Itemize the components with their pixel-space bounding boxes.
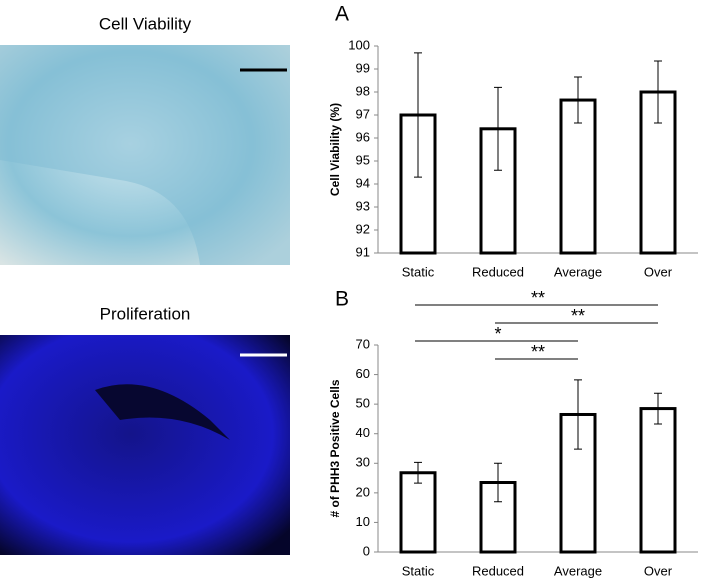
y-tick-label: 98 bbox=[356, 83, 370, 98]
y-tick-label: 60 bbox=[356, 366, 370, 381]
x-tick-label: Static bbox=[402, 563, 435, 578]
tissue bbox=[95, 384, 230, 440]
significance-label: * bbox=[494, 324, 501, 344]
error-bar bbox=[494, 462, 502, 503]
x-tick-label: Over bbox=[644, 264, 673, 279]
bar bbox=[639, 407, 677, 554]
x-tick-label: Reduced bbox=[472, 264, 524, 279]
error-bar bbox=[654, 392, 662, 425]
x-tick-label: Over bbox=[644, 563, 673, 578]
bar bbox=[399, 471, 437, 554]
y-tick-label: 94 bbox=[356, 175, 370, 190]
y-tick-label: 95 bbox=[356, 152, 370, 167]
y-tick-label: 40 bbox=[356, 425, 370, 440]
x-tick-label: Average bbox=[554, 563, 602, 578]
panel-label: A bbox=[335, 3, 349, 26]
y-tick-label: 30 bbox=[356, 455, 370, 470]
y-tick-label: 20 bbox=[356, 484, 370, 499]
y-tick-label: 50 bbox=[356, 396, 370, 411]
image-title: Cell Viability bbox=[99, 14, 192, 33]
x-tick-label: Average bbox=[554, 264, 602, 279]
y-tick-label: 97 bbox=[356, 106, 370, 121]
y-tick-label: 91 bbox=[356, 244, 370, 259]
significance-label: ** bbox=[571, 306, 585, 326]
panel-label: B bbox=[335, 288, 349, 311]
y-tick-label: 100 bbox=[348, 37, 370, 52]
bar bbox=[479, 481, 517, 554]
tissue bbox=[0, 45, 290, 265]
significance-label: ** bbox=[531, 288, 545, 308]
x-tick-label: Reduced bbox=[472, 563, 524, 578]
y-axis-label: Cell Viability (%) bbox=[328, 103, 342, 196]
error-bar bbox=[654, 60, 662, 124]
image-title: Proliferation bbox=[100, 304, 191, 323]
y-tick-label: 92 bbox=[356, 221, 370, 236]
y-tick-label: 96 bbox=[356, 129, 370, 144]
y-tick-label: 0 bbox=[363, 543, 370, 558]
y-tick-label: 93 bbox=[356, 198, 370, 213]
error-bar bbox=[574, 76, 582, 124]
y-tick-label: 10 bbox=[356, 514, 370, 529]
y-axis-label: # of PHH3 Positive Cells bbox=[328, 379, 342, 517]
error-bar bbox=[494, 86, 502, 171]
x-tick-label: Static bbox=[402, 264, 435, 279]
error-bar bbox=[414, 461, 422, 484]
y-tick-label: 70 bbox=[356, 336, 370, 351]
micrograph bbox=[0, 335, 290, 555]
significance-label: ** bbox=[531, 342, 545, 362]
error-bar bbox=[574, 379, 582, 450]
error-bar bbox=[414, 52, 422, 178]
y-tick-label: 99 bbox=[356, 60, 370, 75]
bar bbox=[559, 98, 597, 255]
